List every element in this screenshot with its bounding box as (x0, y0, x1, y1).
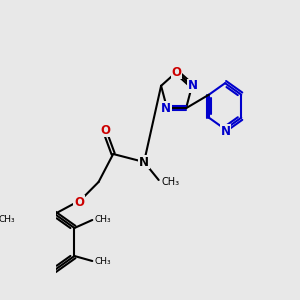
Text: N: N (161, 102, 171, 115)
Text: CH₃: CH₃ (95, 215, 111, 224)
Text: CH₃: CH₃ (95, 256, 111, 266)
Text: O: O (100, 124, 110, 136)
Text: N: N (139, 155, 149, 169)
Text: N: N (221, 125, 231, 138)
Text: O: O (74, 196, 84, 208)
Text: CH₃: CH₃ (0, 215, 15, 224)
Text: N: N (188, 79, 198, 92)
Text: CH₃: CH₃ (161, 177, 179, 187)
Text: O: O (172, 65, 182, 79)
